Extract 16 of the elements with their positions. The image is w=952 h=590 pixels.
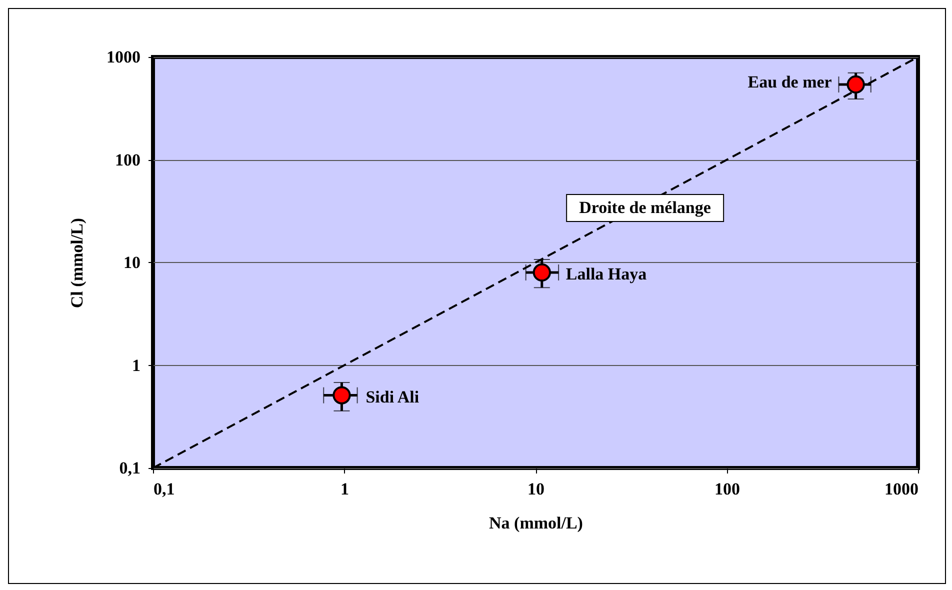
annotation: Droite de mélange: [566, 194, 724, 222]
y-tick-label: 100: [115, 150, 140, 170]
x-tick-label: 0,1: [154, 480, 175, 498]
x-tick-label: 100: [714, 480, 740, 498]
annotation: Lalla Haya: [566, 264, 648, 284]
x-tick-label: 10: [528, 480, 544, 498]
y-tick-label: 0,1: [119, 458, 140, 478]
x-tick-label: 1000: [884, 480, 918, 498]
y-tick-label: 1000: [106, 48, 140, 66]
annotation: Eau de mer: [748, 72, 832, 92]
x-tick-label: 1: [340, 480, 349, 498]
y-tick-label: 10: [124, 253, 140, 272]
x-axis-title: Na (mmol/L): [489, 514, 583, 532]
y-tick-label: 1: [132, 356, 140, 375]
y-axis-title: Cl (mmol/L): [68, 218, 86, 308]
annotation: Sidi Ali: [366, 387, 420, 406]
